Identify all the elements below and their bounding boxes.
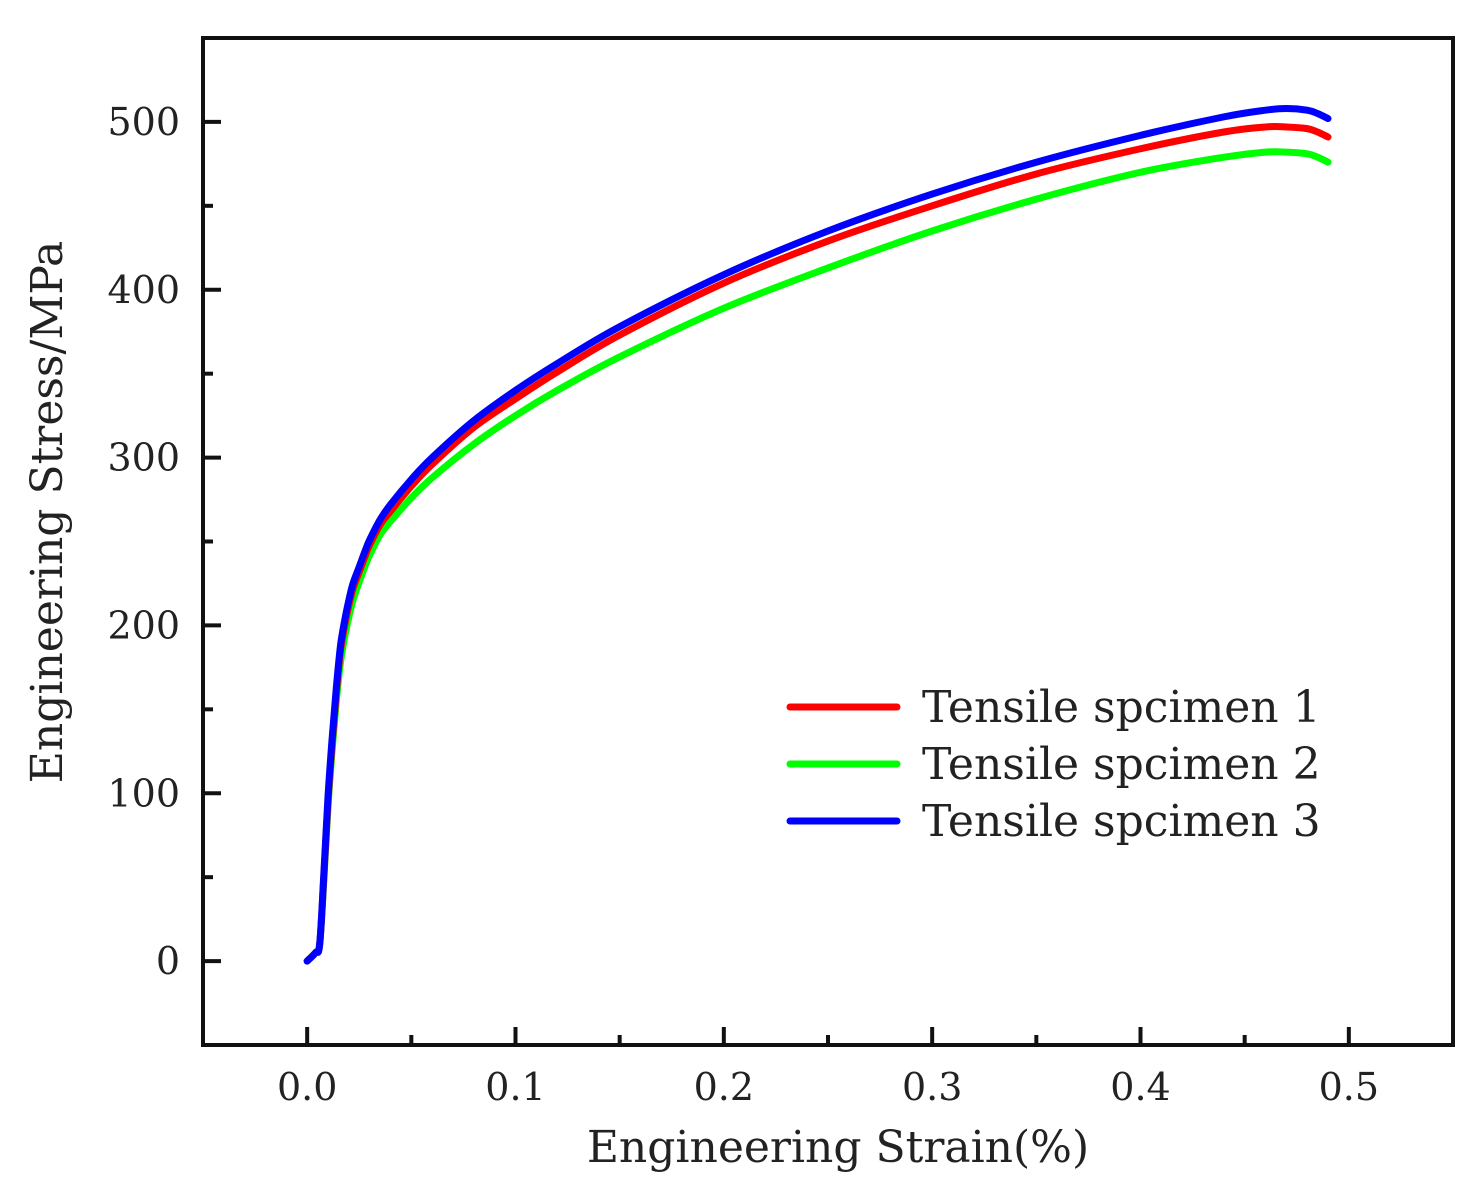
y-tick-label: 400 (107, 268, 180, 312)
legend-label-3: Tensile spcimen 3 (922, 796, 1321, 847)
x-tick-label: 0.0 (277, 1065, 337, 1109)
y-tick-label: 0 (156, 939, 180, 983)
y-axis-ticks: 0 100 200 300 400 500 (107, 100, 221, 983)
x-tick-label: 0.2 (694, 1065, 754, 1109)
y-tick-label: 300 (107, 436, 180, 480)
x-tick-label: 0.1 (485, 1065, 545, 1109)
legend-label-1: Tensile spcimen 1 (922, 682, 1321, 733)
series-line-3 (303, 104, 1332, 965)
y-tick-label: 200 (107, 603, 180, 647)
x-axis-ticks: 0.0 0.1 0.2 0.3 0.4 0.5 (277, 1027, 1379, 1109)
y-tick-label: 100 (107, 771, 180, 815)
x-tick-label: 0.3 (902, 1065, 962, 1109)
y-tick-label: 500 (107, 100, 180, 144)
legend-label-2: Tensile spcimen 2 (922, 739, 1321, 790)
x-axis-title: Engineering Strain(%) (587, 1122, 1089, 1173)
legend: Tensile spcimen 1 Tensile spcimen 2 Tensil… (786, 682, 1321, 847)
x-tick-label: 0.4 (1110, 1065, 1170, 1109)
series-lines (303, 104, 1332, 965)
x-tick-label: 0.5 (1319, 1065, 1379, 1109)
y-axis-title: Engineering Stress/MPa (22, 241, 73, 784)
